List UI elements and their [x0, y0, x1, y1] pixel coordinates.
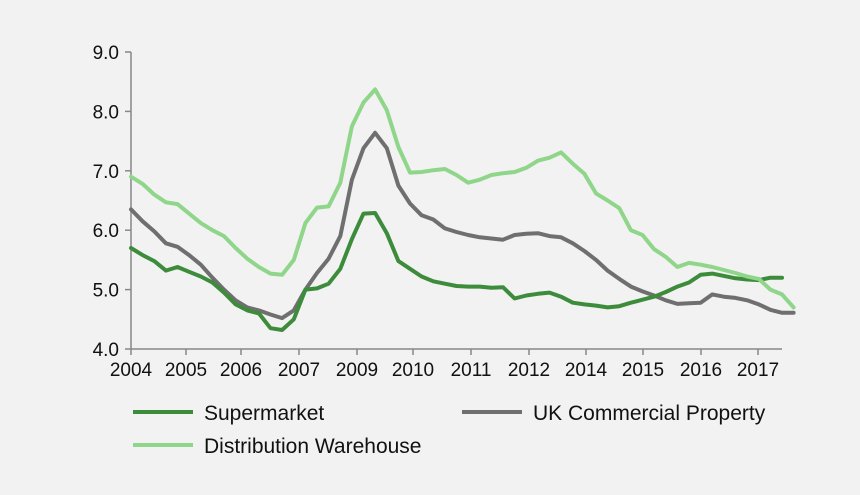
- legend: Supermarket UK Commercial Property Distrib…: [133, 402, 766, 458]
- series-line-uk-commercial-property: [129, 130, 796, 321]
- x-tick-label: 2006: [220, 360, 262, 381]
- y-tick-label: 8.0: [93, 102, 119, 123]
- legend-label-supermarket: Supermarket: [204, 402, 324, 425]
- legend-label-distribution-warehouse: Distribution Warehouse: [204, 435, 422, 458]
- x-tick-label: 2017: [737, 360, 779, 381]
- x-tick-label: 2014: [565, 360, 608, 381]
- x-ticks: 2004 2005 2006 2007 2009 2010 2011 2012 2014 2015…: [110, 349, 779, 381]
- series-lines: [129, 87, 796, 332]
- x-tick-label: 2010: [392, 360, 434, 381]
- x-tick-label: 2007: [278, 360, 320, 381]
- x-tick-label: 2016: [680, 360, 722, 381]
- x-tick-label: 2015: [622, 360, 664, 381]
- x-tick-label: 2011: [451, 360, 492, 381]
- y-tick-label: 7.0: [93, 162, 119, 183]
- x-axis: 2004 2005 2006 2007 2009 2010 2011 2012 2014 2015…: [110, 348, 782, 381]
- x-tick-label: 2012: [508, 360, 550, 381]
- x-tick-label: 2005: [165, 360, 207, 381]
- y-tick-label: 6.0: [93, 221, 119, 242]
- x-tick-label: 2009: [336, 360, 378, 381]
- y-axis: 4.0 5.0 6.0 7.0 8.0 9.0: [93, 43, 132, 361]
- x-tick-label: 2004: [110, 360, 153, 381]
- y-tick-label: 5.0: [93, 281, 119, 302]
- y-tick-label: 4.0: [93, 340, 119, 361]
- series-line-distribution-warehouse: [129, 87, 796, 310]
- y-ticks: 4.0 5.0 6.0 7.0 8.0 9.0: [93, 43, 131, 361]
- legend-label-uk-commercial-property: UK Commercial Property: [533, 402, 766, 425]
- series-line-supermarket: [129, 211, 784, 332]
- y-tick-label: 9.0: [93, 43, 119, 64]
